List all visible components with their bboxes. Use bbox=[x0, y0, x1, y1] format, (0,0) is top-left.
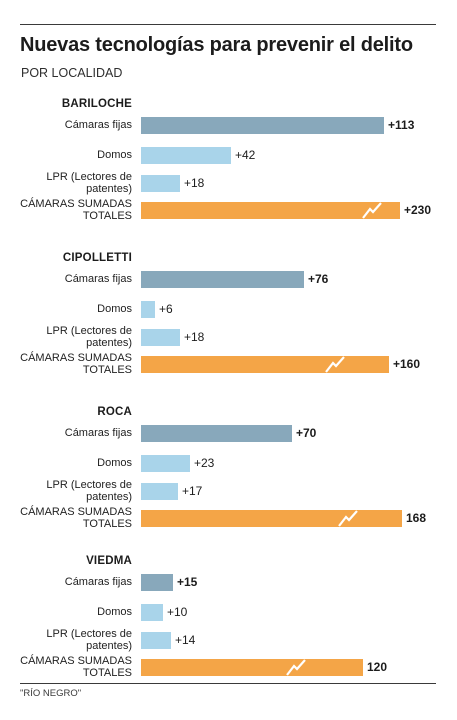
bar-lpr-2 bbox=[141, 483, 178, 500]
bottom-rule bbox=[20, 683, 436, 684]
row-label-1-1: Domos bbox=[97, 303, 132, 315]
row-label-3-3: CÁMARAS SUMADAS TOTALES bbox=[20, 655, 132, 679]
group-title-0: BARILOCHE bbox=[61, 98, 132, 110]
row-label-2-0: Cámaras fijas bbox=[64, 427, 132, 439]
bar-domos-1 bbox=[141, 301, 155, 318]
scale-break-3 bbox=[286, 659, 306, 676]
bar-fijas-1 bbox=[141, 271, 304, 288]
bar-fijas-0 bbox=[141, 117, 384, 134]
scale-break-2 bbox=[338, 510, 358, 527]
row-label-2-3: CÁMARAS SUMADAS TOTALES bbox=[20, 506, 132, 530]
row-label-0-3: CÁMARAS SUMADAS TOTALES bbox=[20, 198, 132, 222]
value-label-2-1: +23 bbox=[194, 456, 215, 470]
bar-total-3 bbox=[141, 659, 363, 676]
value-label-3-0: +15 bbox=[177, 575, 198, 589]
value-label-2-2: +17 bbox=[182, 484, 203, 498]
chart-title: Nuevas tecnologías para prevenir el deli… bbox=[20, 34, 413, 56]
row-label-0-1: Domos bbox=[97, 149, 132, 161]
value-label-3-1: +10 bbox=[167, 605, 188, 619]
value-label-2-3: 168 bbox=[406, 511, 427, 525]
value-label-0-3: +230 bbox=[404, 203, 432, 217]
row-label-3-0: Cámaras fijas bbox=[64, 576, 132, 588]
bar-total-2 bbox=[141, 510, 402, 527]
row-label-3-1: Domos bbox=[97, 606, 132, 618]
row-label-2-1: Domos bbox=[97, 457, 132, 469]
bar-domos-0 bbox=[141, 147, 231, 164]
row-label-0-2: LPR (Lectores de patentes) bbox=[46, 171, 132, 195]
row-label-2-2: LPR (Lectores de patentes) bbox=[46, 479, 132, 503]
value-label-0-2: +18 bbox=[184, 176, 205, 190]
row-label-0-0: Cámaras fijas bbox=[64, 119, 132, 131]
value-label-0-1: +42 bbox=[235, 148, 256, 162]
bar-fijas-3 bbox=[141, 574, 173, 591]
value-label-2-0: +70 bbox=[296, 426, 317, 440]
bar-lpr-1 bbox=[141, 329, 180, 346]
scale-break-1 bbox=[325, 356, 345, 373]
value-label-3-3: 120 bbox=[367, 660, 388, 674]
top-rule bbox=[20, 24, 436, 25]
group-title-1: CIPOLLETTI bbox=[62, 252, 132, 264]
row-label-3-2: LPR (Lectores de patentes) bbox=[46, 628, 132, 652]
row-label-1-3: CÁMARAS SUMADAS TOTALES bbox=[20, 352, 132, 376]
value-label-1-3: +160 bbox=[393, 357, 421, 371]
group-title-3: VIEDMA bbox=[86, 555, 132, 567]
scale-break-0 bbox=[362, 202, 382, 219]
value-label-0-0: +113 bbox=[388, 118, 415, 132]
bar-domos-3 bbox=[141, 604, 163, 621]
value-label-1-2: +18 bbox=[184, 330, 205, 344]
bar-domos-2 bbox=[141, 455, 190, 472]
value-label-1-1: +6 bbox=[159, 302, 173, 316]
chart-subtitle: POR LOCALIDAD bbox=[21, 66, 123, 80]
bar-total-1 bbox=[141, 356, 389, 373]
value-label-1-0: +76 bbox=[308, 272, 329, 286]
group-title-2: ROCA bbox=[97, 406, 132, 418]
bar-total-0 bbox=[141, 202, 400, 219]
value-label-3-2: +14 bbox=[175, 633, 196, 647]
bar-fijas-2 bbox=[141, 425, 292, 442]
row-label-1-0: Cámaras fijas bbox=[64, 273, 132, 285]
bar-lpr-3 bbox=[141, 632, 171, 649]
bar-lpr-0 bbox=[141, 175, 180, 192]
row-label-1-2: LPR (Lectores de patentes) bbox=[46, 325, 132, 349]
source-note: "RÍO NEGRO" bbox=[20, 688, 82, 699]
